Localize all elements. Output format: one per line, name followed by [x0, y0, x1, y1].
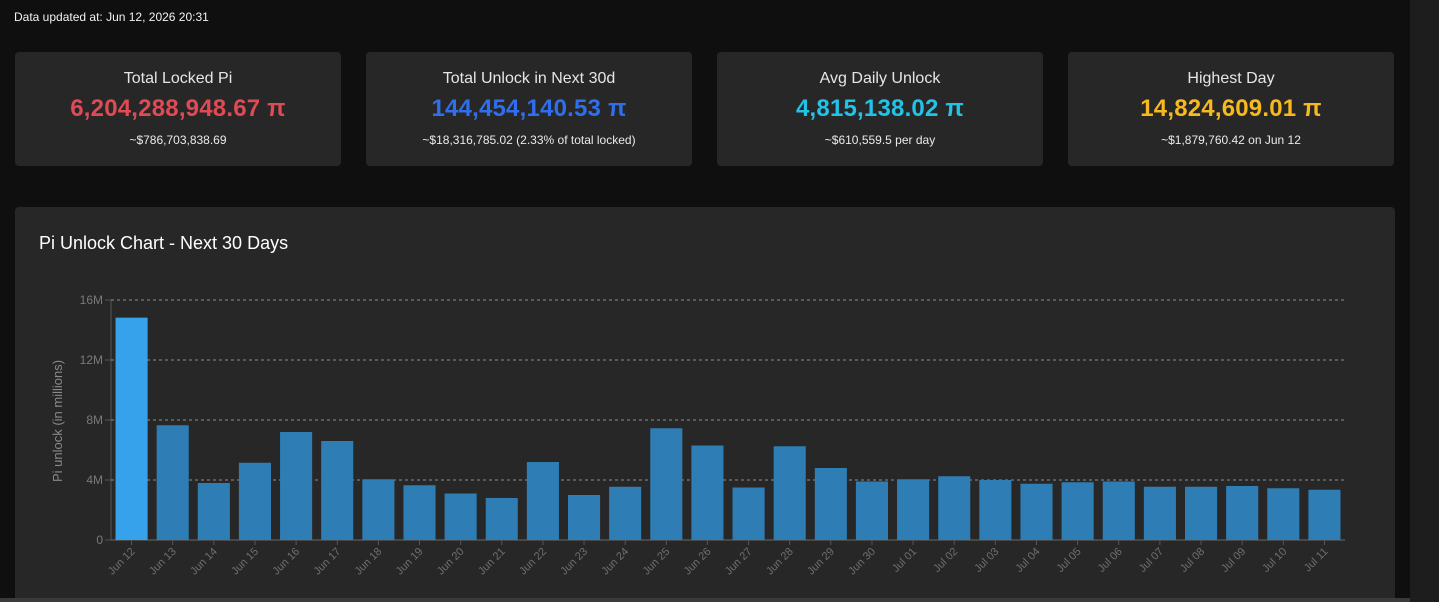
x-tick-label: Jun 29 — [805, 546, 837, 578]
bar-jun-25[interactable] — [650, 428, 683, 540]
bar-jul-09[interactable] — [1226, 486, 1259, 540]
bar-jun-15[interactable] — [238, 462, 272, 540]
x-tick-label: Jul 06 — [1096, 546, 1125, 575]
data-updated-text: Data updated at: Jun 12, 2026 20:31 — [14, 10, 209, 24]
x-tick-label: Jun 13 — [147, 546, 179, 578]
x-tick-label: Jul 04 — [1013, 546, 1042, 575]
bar-jun-18[interactable] — [362, 479, 395, 540]
bar-jul-01[interactable] — [897, 479, 930, 540]
bar-jul-05[interactable] — [1061, 482, 1094, 540]
bar-jun-14[interactable] — [197, 483, 230, 540]
x-tick-label: Jun 23 — [558, 546, 590, 578]
card-subtext: ~$1,879,760.42 on Jun 12 — [1161, 133, 1301, 147]
bar-jul-11[interactable] — [1308, 489, 1341, 540]
x-tick-label: Jun 15 — [229, 546, 261, 578]
y-axis-ticks: 0 4M 8M 12M 16M — [80, 293, 111, 547]
card-value: 144,454,140.53 π — [431, 95, 627, 122]
card-title: Highest Day — [1187, 70, 1275, 87]
card-title: Avg Daily Unlock — [819, 70, 941, 87]
x-tick-label: Jul 05 — [1055, 546, 1084, 575]
card-title: Total Locked Pi — [123, 70, 233, 87]
bar-jun-20[interactable] — [444, 493, 477, 541]
bar-jun-23[interactable] — [567, 495, 601, 540]
x-tick-label: Jun 25 — [641, 546, 673, 578]
x-tick-label: Jun 21 — [476, 546, 508, 578]
x-tick-label: Jun 12 — [106, 546, 138, 578]
x-tick-label: Jun 26 — [682, 546, 714, 578]
y-tick-label: 8M — [86, 413, 103, 427]
bar-jul-04[interactable] — [1020, 483, 1053, 540]
x-tick-label: Jun 27 — [723, 546, 755, 578]
bar-jun-16[interactable] — [280, 432, 313, 540]
card-total-unlock-30d: Total Unlock in Next 30d 144,454,140.53 … — [366, 52, 692, 166]
card-subtext: ~$786,703,838.69 — [129, 133, 227, 147]
bar-jun-28[interactable] — [773, 446, 806, 540]
card-value: 6,204,288,948.67 π — [70, 95, 286, 122]
stat-cards: Total Locked Pi 6,204,288,948.67 π ~$786… — [15, 52, 1395, 166]
x-tick-label: Jul 02 — [931, 546, 960, 575]
x-axis-ticks: Jun 12 Jun 13 Jun 14 Jun 15 Jun 16 Jun 17 Jun … — [106, 540, 1331, 577]
bar-jun-12[interactable] — [115, 317, 148, 540]
y-tick-label: 0 — [96, 533, 103, 547]
bar-jul-03[interactable] — [979, 480, 1012, 540]
x-tick-label: Jun 30 — [846, 546, 878, 578]
card-subtext: ~$610,559.5 per day — [824, 133, 936, 147]
bar-jul-06[interactable] — [1102, 481, 1135, 541]
x-tick-label: Jul 08 — [1178, 546, 1207, 575]
card-value: 4,815,138.02 π — [796, 95, 964, 122]
bar-jun-19[interactable] — [403, 485, 436, 540]
bar-jun-26[interactable] — [691, 445, 724, 541]
card-highest-day: Highest Day 14,824,609.01 π ~$1,879,760.… — [1068, 52, 1394, 166]
x-tick-label: Jun 16 — [270, 546, 302, 578]
x-tick-label: Jun 19 — [394, 546, 426, 578]
grid-lines — [110, 299, 1345, 541]
bars — [115, 317, 1341, 541]
bar-jul-02[interactable] — [938, 476, 971, 540]
x-tick-label: Jun 20 — [435, 546, 467, 578]
bar-jul-07[interactable] — [1143, 486, 1176, 540]
unlock-chart-panel: Pi Unlock Chart - Next 30 Days 0 4M 8M 12M 1… — [15, 207, 1395, 602]
y-tick-label: 16M — [80, 293, 103, 307]
bar-jun-13[interactable] — [156, 425, 189, 540]
x-tick-label: Jun 14 — [188, 546, 220, 578]
scrollbar[interactable] — [1410, 0, 1439, 602]
bar-jun-27[interactable] — [732, 487, 765, 541]
card-total-locked: Total Locked Pi 6,204,288,948.67 π ~$786… — [15, 52, 341, 166]
x-tick-label: Jul 09 — [1219, 546, 1248, 575]
bar-jun-22[interactable] — [526, 462, 559, 540]
x-tick-label: Jun 17 — [312, 546, 344, 578]
x-tick-label: Jun 24 — [599, 546, 631, 578]
x-tick-label: Jul 01 — [890, 546, 919, 575]
x-tick-label: Jun 22 — [517, 546, 549, 578]
y-tick-label: 12M — [80, 353, 103, 367]
bar-jul-10[interactable] — [1267, 488, 1300, 540]
bar-jun-21[interactable] — [485, 498, 518, 540]
x-tick-label: Jul 10 — [1260, 546, 1289, 575]
x-tick-label: Jul 03 — [972, 546, 1001, 575]
y-tick-label: 4M — [86, 473, 103, 487]
card-title: Total Unlock in Next 30d — [442, 70, 616, 87]
bar-jul-08[interactable] — [1184, 486, 1218, 540]
bar-jun-30[interactable] — [855, 481, 889, 541]
chart-title: Pi Unlock Chart - Next 30 Days — [39, 233, 289, 253]
x-tick-label: Jul 11 — [1302, 546, 1331, 575]
bar-jun-17[interactable] — [321, 441, 354, 540]
card-subtext: ~$18,316,785.02 (2.33% of total locked) — [422, 133, 636, 147]
bar-jun-29[interactable] — [814, 468, 847, 540]
x-tick-label: Jun 18 — [353, 546, 385, 578]
x-tick-label: Jul 07 — [1137, 546, 1166, 575]
bar-jun-24[interactable] — [609, 486, 642, 540]
x-tick-label: Jun 28 — [764, 546, 796, 578]
y-axis-label: Pi unlock (in millions) — [50, 360, 65, 482]
horizontal-scrollbar[interactable] — [0, 598, 1410, 602]
card-avg-daily-unlock: Avg Daily Unlock 4,815,138.02 π ~$610,55… — [717, 52, 1043, 166]
card-value: 14,824,609.01 π — [1140, 95, 1322, 122]
